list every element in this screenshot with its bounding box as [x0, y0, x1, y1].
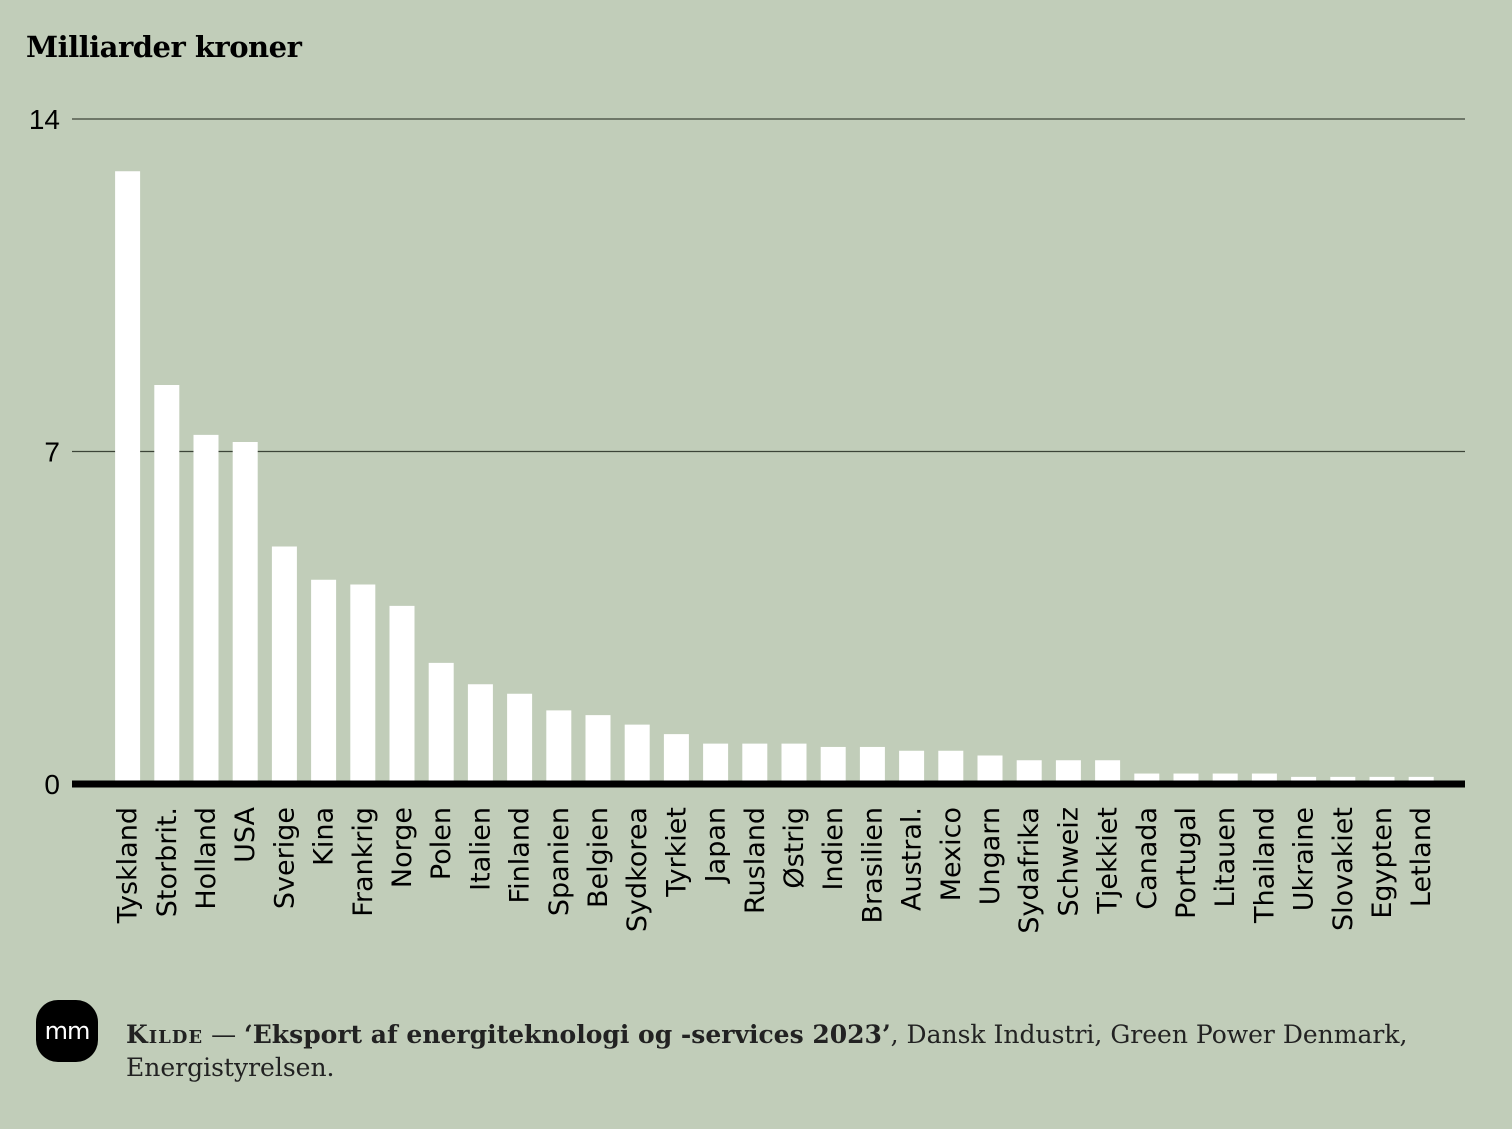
- y-tick-label: 14: [29, 104, 60, 135]
- bar: [585, 715, 611, 784]
- bar: [820, 746, 846, 784]
- category-label: Thailand: [1249, 807, 1280, 924]
- category-label: Tyrkiet: [661, 807, 692, 898]
- category-label: Portugal: [1171, 807, 1202, 919]
- bar: [781, 743, 807, 784]
- category-label: Belgien: [583, 807, 614, 908]
- category-label: Brasilien: [857, 807, 888, 923]
- category-label: Frankrig: [348, 807, 379, 917]
- y-tick-label: 0: [44, 769, 60, 800]
- bar: [1212, 773, 1238, 784]
- category-label: Østrig: [779, 807, 810, 889]
- bar-chart: 0 7 14 Tyskland Storbrit. Holland USA Sverige K…: [29, 104, 1465, 934]
- category-label: Canada: [1132, 807, 1163, 910]
- category-label: Tyskland: [113, 807, 144, 924]
- bar: [115, 171, 141, 784]
- bar: [428, 662, 454, 784]
- bar: [193, 434, 219, 784]
- category-label: Kina: [309, 807, 340, 866]
- category-label: Austral.: [897, 807, 928, 911]
- category-label: Letland: [1406, 807, 1437, 907]
- bar: [1369, 776, 1395, 784]
- bar: [663, 734, 689, 784]
- bar: [1016, 760, 1042, 784]
- bar: [467, 684, 493, 784]
- bar: [859, 746, 885, 784]
- bar: [1330, 776, 1356, 784]
- category-label: Schweiz: [1053, 807, 1084, 916]
- category-label: Sydkorea: [622, 807, 653, 932]
- y-axis-ticks: 0 7 14: [29, 104, 60, 800]
- category-label: Litauen: [1210, 807, 1241, 908]
- source-title: ‘Eksport af energiteknologi og -services…: [244, 1020, 891, 1049]
- source-label: Kilde: [126, 1020, 204, 1049]
- source-rest: , Dansk Industri, Green Power Denmark, E…: [126, 1020, 1408, 1082]
- category-label: Japan: [701, 807, 732, 884]
- source-note: Kilde — ‘Eksport af energiteknologi og -…: [126, 1018, 1456, 1084]
- category-label: Ungarn: [975, 807, 1006, 905]
- category-label: Egypten: [1367, 807, 1398, 919]
- bar: [232, 442, 258, 784]
- category-label: Ukraine: [1289, 807, 1320, 911]
- bar: [1095, 760, 1121, 784]
- category-label: Indien: [818, 807, 849, 890]
- bar: [703, 743, 729, 784]
- bar: [1291, 776, 1317, 784]
- category-label: Norge: [387, 807, 418, 888]
- chart-title: Milliarder kroner: [26, 30, 302, 64]
- category-label: Storbrit.: [152, 807, 183, 917]
- bar: [624, 724, 650, 784]
- gridlines: [72, 118, 1465, 453]
- bar: [899, 750, 925, 784]
- bar: [977, 755, 1003, 784]
- bar: [1173, 773, 1199, 784]
- bar: [271, 546, 297, 784]
- category-label: Polen: [426, 807, 457, 880]
- bar: [1055, 760, 1081, 784]
- category-label: USA: [230, 806, 261, 862]
- category-label: Slovakiet: [1328, 807, 1359, 931]
- bar: [507, 693, 533, 784]
- logo-text: mm: [44, 1017, 91, 1045]
- source-dash: —: [203, 1020, 245, 1049]
- x-axis-labels: Tyskland Storbrit. Holland USA Sverige Kina Fr…: [113, 806, 1438, 933]
- category-label: Holland: [191, 807, 222, 910]
- mm-logo: mm: [36, 1000, 98, 1062]
- bar: [938, 750, 964, 784]
- category-label: Italien: [465, 807, 496, 891]
- bar: [1134, 773, 1160, 784]
- category-label: Sydafrika: [1014, 807, 1045, 934]
- bar: [1251, 773, 1277, 784]
- bar: [1408, 776, 1434, 784]
- y-tick-label: 7: [44, 437, 60, 468]
- category-label: Mexico: [936, 807, 967, 901]
- bar: [154, 385, 180, 784]
- bars: [115, 171, 1434, 784]
- category-label: Rusland: [740, 807, 771, 914]
- bar: [311, 579, 337, 784]
- category-label: Tjekkiet: [1093, 807, 1124, 915]
- bar: [546, 710, 572, 784]
- category-label: Finland: [505, 807, 536, 903]
- category-label: Spanien: [544, 807, 575, 916]
- category-label: Sverige: [269, 807, 300, 909]
- bar: [350, 584, 376, 784]
- bar: [742, 743, 768, 784]
- bar: [389, 605, 415, 784]
